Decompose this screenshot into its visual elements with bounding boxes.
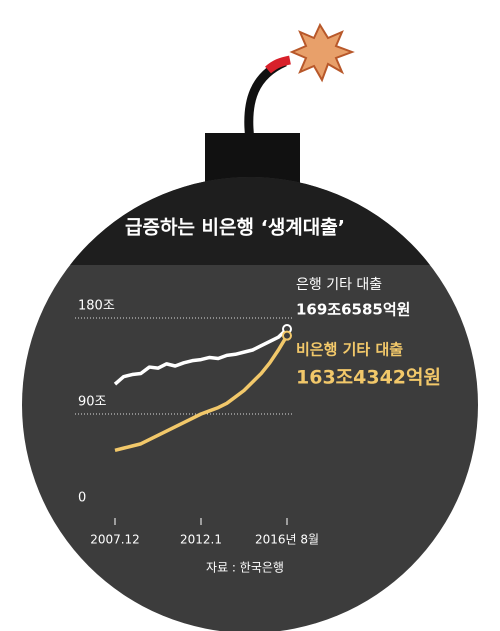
- series-line: [114, 334, 289, 452]
- y-tick-label: 90조: [78, 395, 107, 410]
- fuse: [244, 57, 287, 141]
- bomb-cap: [205, 133, 300, 183]
- spark: [289, 22, 355, 83]
- end-marker: [282, 330, 292, 341]
- chart-title: 급증하는 비은행 ‘생계대출’: [125, 217, 345, 239]
- source: 자료 : 한국은행: [206, 560, 284, 575]
- y-tick-label: 180조: [78, 299, 115, 314]
- x-tick-label: 2012.1: [180, 533, 222, 547]
- legend-label: 비은행 기타 대출: [296, 341, 403, 359]
- value-label: 163조4342억원: [296, 367, 441, 389]
- x-tick-label: 2016년 8월: [255, 533, 319, 547]
- x-tick-label: 2007.12: [90, 533, 140, 547]
- fuse-tip: [265, 55, 291, 74]
- legend-label: 은행 기타 대출: [296, 277, 382, 293]
- y-tick-label: 0: [78, 491, 86, 506]
- plot: 0 90조 180조 2007.12 2012.1 2016년 8월 은행 기타 대출 169…: [75, 277, 441, 547]
- series-line: [113, 327, 289, 386]
- value-label: 169조6585억원: [296, 301, 410, 319]
